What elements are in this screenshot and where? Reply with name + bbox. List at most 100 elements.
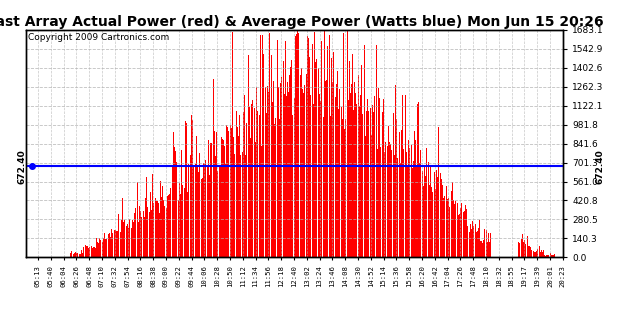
Bar bbox=[392, 166, 394, 257]
Bar bbox=[156, 201, 157, 257]
Bar bbox=[103, 238, 104, 257]
Bar bbox=[324, 31, 325, 257]
Bar bbox=[221, 137, 222, 257]
Bar bbox=[429, 185, 430, 257]
Bar bbox=[99, 238, 100, 257]
Bar bbox=[212, 162, 213, 257]
Bar bbox=[351, 102, 353, 257]
Bar bbox=[308, 38, 309, 257]
Bar bbox=[287, 66, 289, 257]
Bar bbox=[295, 36, 296, 257]
Bar bbox=[194, 180, 195, 257]
Bar bbox=[298, 33, 299, 257]
Bar bbox=[252, 100, 253, 257]
Bar bbox=[133, 222, 134, 257]
Bar bbox=[491, 244, 492, 257]
Bar bbox=[325, 81, 326, 257]
Bar bbox=[88, 248, 89, 257]
Bar bbox=[319, 94, 320, 257]
Bar bbox=[545, 255, 546, 257]
Bar bbox=[256, 87, 257, 257]
Bar bbox=[181, 150, 182, 257]
Bar bbox=[185, 121, 186, 257]
Bar bbox=[173, 132, 174, 257]
Bar bbox=[487, 242, 488, 257]
Bar bbox=[313, 105, 314, 257]
Bar bbox=[268, 92, 269, 257]
Bar bbox=[369, 35, 371, 257]
Bar bbox=[225, 164, 226, 257]
Bar bbox=[460, 208, 461, 257]
Bar bbox=[354, 82, 355, 257]
Bar bbox=[218, 164, 220, 257]
Bar bbox=[405, 95, 406, 257]
Bar bbox=[484, 244, 486, 257]
Bar bbox=[473, 226, 474, 257]
Bar bbox=[215, 156, 216, 257]
Bar bbox=[138, 222, 139, 257]
Bar bbox=[184, 188, 185, 257]
Bar bbox=[529, 246, 530, 257]
Bar bbox=[187, 192, 188, 257]
Bar bbox=[198, 172, 199, 257]
Bar bbox=[254, 108, 255, 257]
Bar bbox=[426, 148, 427, 257]
Bar bbox=[113, 231, 115, 257]
Bar bbox=[322, 68, 323, 257]
Bar bbox=[255, 142, 256, 257]
Bar bbox=[344, 129, 345, 257]
Bar bbox=[223, 135, 225, 257]
Bar bbox=[361, 65, 362, 257]
Bar bbox=[227, 126, 228, 257]
Bar bbox=[123, 221, 124, 257]
Bar bbox=[490, 233, 491, 257]
Bar bbox=[302, 89, 303, 257]
Bar bbox=[176, 162, 177, 257]
Bar bbox=[530, 247, 531, 257]
Bar bbox=[259, 115, 260, 257]
Bar bbox=[296, 34, 297, 257]
Bar bbox=[149, 212, 150, 257]
Bar bbox=[384, 152, 385, 257]
Bar bbox=[379, 98, 380, 257]
Bar bbox=[257, 111, 258, 257]
Bar bbox=[284, 94, 285, 257]
Bar bbox=[348, 100, 349, 257]
Bar bbox=[418, 102, 419, 257]
Bar bbox=[276, 125, 277, 257]
Bar bbox=[464, 211, 465, 257]
Bar bbox=[481, 241, 482, 257]
Bar bbox=[300, 75, 301, 257]
Bar bbox=[551, 255, 552, 257]
Bar bbox=[281, 77, 282, 257]
Bar bbox=[450, 189, 451, 257]
Bar bbox=[550, 253, 551, 257]
Bar bbox=[381, 145, 382, 257]
Bar bbox=[216, 132, 217, 257]
Bar bbox=[424, 166, 425, 257]
Bar bbox=[264, 89, 266, 257]
Bar bbox=[546, 255, 547, 257]
Bar bbox=[356, 99, 358, 257]
Bar bbox=[486, 230, 487, 257]
Bar bbox=[72, 252, 74, 257]
Bar bbox=[222, 139, 223, 257]
Bar bbox=[432, 192, 433, 257]
Bar bbox=[400, 163, 401, 257]
Bar bbox=[387, 146, 388, 257]
Bar bbox=[100, 244, 102, 257]
Bar bbox=[202, 178, 203, 257]
Bar bbox=[423, 185, 424, 257]
Bar bbox=[157, 201, 158, 257]
Bar bbox=[240, 155, 241, 257]
Bar bbox=[71, 251, 72, 257]
Bar bbox=[76, 253, 77, 257]
Bar bbox=[463, 212, 464, 257]
Bar bbox=[343, 33, 344, 257]
Bar bbox=[112, 233, 113, 257]
Bar bbox=[85, 246, 86, 257]
Bar bbox=[289, 75, 290, 257]
Bar bbox=[251, 104, 252, 257]
Bar bbox=[318, 68, 319, 257]
Bar bbox=[118, 234, 120, 257]
